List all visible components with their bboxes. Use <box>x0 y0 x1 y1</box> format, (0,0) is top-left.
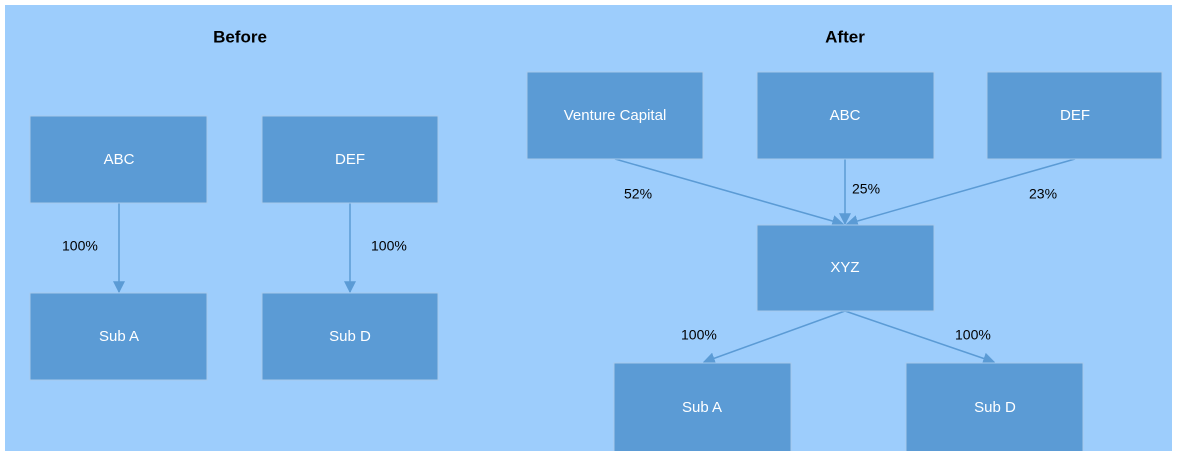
edge-label: 100% <box>955 327 991 343</box>
node-label: XYZ <box>830 259 859 276</box>
node <box>756 71 935 160</box>
after-title: After <box>825 27 865 46</box>
edge <box>844 310 996 365</box>
node-label: Venture Capital <box>564 107 667 124</box>
edge-label: 52% <box>624 186 652 202</box>
node <box>261 115 439 204</box>
before-title: Before <box>213 27 267 46</box>
node <box>261 292 439 381</box>
node-label: ABC <box>830 107 861 124</box>
node-label: Sub A <box>682 399 722 416</box>
edge <box>702 310 846 364</box>
node <box>29 292 208 381</box>
edge-label: 25% <box>852 181 880 197</box>
node <box>986 71 1163 160</box>
node-label: Sub D <box>329 328 371 345</box>
node-label: Sub D <box>974 399 1016 416</box>
node-label: DEF <box>1060 107 1090 124</box>
edge-label: 100% <box>62 238 98 254</box>
edge-label: 23% <box>1029 186 1057 202</box>
node <box>756 224 935 312</box>
edge <box>614 158 845 227</box>
edge-label: 100% <box>371 238 407 254</box>
edge <box>845 158 1076 227</box>
node-label: Sub A <box>99 328 139 345</box>
node <box>613 362 792 451</box>
edge-label: 100% <box>681 327 717 343</box>
node <box>905 362 1084 451</box>
node-label: DEF <box>335 151 365 168</box>
node <box>526 71 704 160</box>
node-label: ABC <box>104 151 135 168</box>
node <box>29 115 208 204</box>
